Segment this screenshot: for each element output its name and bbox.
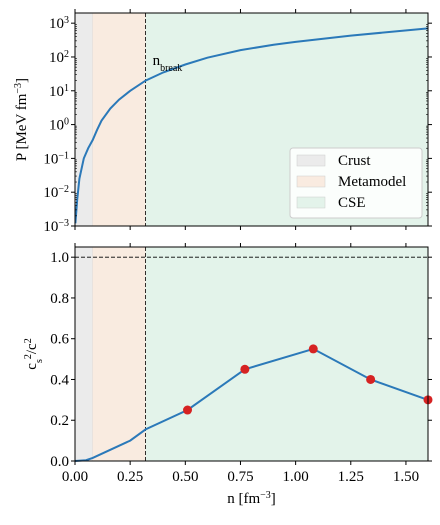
y-tick-label: 100 xyxy=(49,116,69,134)
text-part: 2 xyxy=(64,48,69,59)
annotation: nbreak xyxy=(153,53,183,74)
y-tick-label: 10−1 xyxy=(43,150,69,168)
x-tick-label: 1.00 xyxy=(283,469,309,485)
text-part: 10 xyxy=(49,50,64,66)
y-tick-label: 101 xyxy=(49,82,69,100)
text-part: P [MeV fm xyxy=(14,93,30,161)
y-tick-label: 103 xyxy=(49,15,69,33)
text-part: break xyxy=(160,63,182,74)
y-tick-label: 0.6 xyxy=(50,332,69,348)
legend-label: Metamodel xyxy=(338,174,406,190)
x-tick-label: 1.50 xyxy=(393,469,419,485)
axes-frame xyxy=(74,12,429,227)
curve xyxy=(74,347,429,462)
y-tick-label: 102 xyxy=(49,48,69,65)
text-part: 10 xyxy=(49,118,64,134)
text-part: c xyxy=(24,363,40,370)
y-axis-label: P [MeV fm−3] xyxy=(13,78,31,161)
legend-swatch xyxy=(296,175,326,188)
text-part: 3 xyxy=(64,15,69,26)
legend-swatch xyxy=(296,196,326,209)
text-part: 1 xyxy=(64,82,69,93)
point xyxy=(366,374,376,384)
region xyxy=(92,13,146,226)
text-part: 2 xyxy=(23,338,34,343)
text-part: n xyxy=(153,53,161,69)
region xyxy=(74,246,93,462)
text-part: n [fm xyxy=(227,491,260,507)
text-part: /c xyxy=(24,343,40,354)
point xyxy=(183,405,193,415)
legend-swatch xyxy=(296,154,326,167)
x-tick-label: 1.25 xyxy=(338,469,364,485)
text-part: 10 xyxy=(43,185,58,201)
text-part: 10 xyxy=(43,151,58,167)
text-part: s xyxy=(34,359,45,363)
y-tick-label: 1.0 xyxy=(50,250,69,266)
text-part: 10 xyxy=(43,219,58,235)
y-tick-label: 0.4 xyxy=(50,372,69,388)
x-axis-label: n [fm−3] xyxy=(227,490,276,508)
text-part: 10 xyxy=(49,16,64,32)
x-tick-label: 0.50 xyxy=(172,469,198,485)
text-part: ] xyxy=(14,78,30,83)
curve xyxy=(74,27,429,224)
text-part: 0 xyxy=(64,116,69,127)
point xyxy=(308,344,318,354)
text-part: −2 xyxy=(58,184,69,195)
y-tick-label: 0.8 xyxy=(50,291,69,307)
point xyxy=(240,364,250,374)
y-tick-label: 10−2 xyxy=(43,184,69,202)
text-part: 10 xyxy=(49,84,64,100)
region xyxy=(92,247,146,461)
region xyxy=(145,247,428,461)
text-part: ] xyxy=(271,491,276,507)
text-part: −3 xyxy=(58,218,69,229)
x-tick-label: 0.00 xyxy=(62,469,88,485)
y-tick-label: 10−3 xyxy=(43,218,69,236)
text-part: −1 xyxy=(58,150,69,161)
text-part: 2 xyxy=(23,354,34,359)
x-tick-label: 0.25 xyxy=(117,469,143,485)
y-tick-label: 0.2 xyxy=(50,413,69,429)
legend-label: Crust xyxy=(338,153,371,169)
y-tick-label: 0.0 xyxy=(50,454,69,470)
text-part: −3 xyxy=(13,83,24,94)
text-part: −3 xyxy=(260,490,271,501)
x-tick-label: 0.75 xyxy=(227,469,253,485)
axes-frame xyxy=(74,246,429,462)
legend-label: CSE xyxy=(338,195,366,211)
y-axis-label: cs2/c2 xyxy=(23,338,45,369)
